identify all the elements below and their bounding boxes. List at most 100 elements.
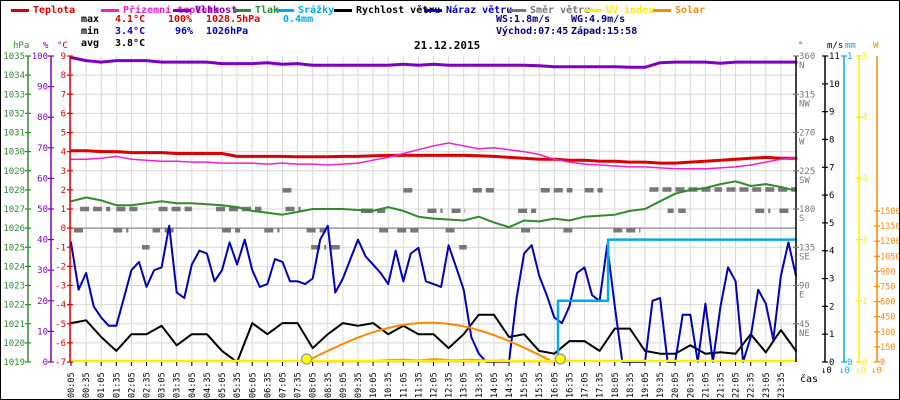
wind-axis-header: m/s <box>827 41 843 51</box>
uv-tick-label: 4 <box>862 113 867 123</box>
min-pressure: 1026hPa <box>206 26 249 37</box>
max-label: max <box>81 14 100 25</box>
wind-tick-label: 4 <box>829 247 834 257</box>
sunrise-stat: Východ:07:45 <box>496 26 569 37</box>
compass-label: NW <box>799 99 810 109</box>
direction-tick-label: 270 <box>799 129 815 139</box>
compass-label: NE <box>799 329 810 339</box>
sun-marker-icon <box>301 353 313 365</box>
temperature-tick-label: -7 <box>55 358 66 368</box>
x-axis-title: čas <box>800 373 818 385</box>
pressure-tick-label: 1021 <box>3 320 25 330</box>
x-tick-label: 13:35 <box>475 372 485 398</box>
temperature-tick-label: 3 <box>61 167 66 177</box>
pressure-axis-header: hPa <box>13 41 29 51</box>
rain-cumulative-line <box>556 238 798 364</box>
legend-item-2: Vlhkost <box>173 4 237 16</box>
wind-tick-label: 10 <box>829 80 840 90</box>
x-tick-label: 18:05 <box>611 372 621 398</box>
legend-dash-icon <box>584 8 602 12</box>
temperature-tick-label: 6 <box>61 109 66 119</box>
x-tick-label: 20:35 <box>686 372 696 398</box>
pressure-tick-label: 1031 <box>3 129 25 139</box>
x-tick-label: 05:05 <box>218 372 228 398</box>
pressure-tick-label: 1024 <box>3 262 25 272</box>
compass-label: E <box>799 291 804 301</box>
direction-tick-label: 315 <box>799 90 815 100</box>
x-tick-label: 15:35 <box>535 372 545 398</box>
temperature-tick-label: -3 <box>55 282 66 292</box>
legend-dash-icon <box>173 8 191 12</box>
x-tick-label: 12:35 <box>445 372 455 398</box>
x-tick-label: 08:05 <box>309 372 319 398</box>
legend-item-4: Srážky <box>276 4 334 16</box>
legend-label: Vlhkost <box>195 4 238 16</box>
legend-item-5: Rychlost větru <box>334 4 440 16</box>
pressure-tick-label: 1023 <box>3 282 25 292</box>
uv-tick-label: 1 <box>862 297 867 307</box>
wind-tick-label: 0 <box>829 358 834 368</box>
direction-tick-label: 45 <box>799 320 810 330</box>
x-tick-label: 02:05 <box>127 372 137 398</box>
uv-tick-label: 2 <box>862 236 867 246</box>
compass-label: N <box>799 61 804 71</box>
direction-tick-label: 180 <box>799 205 815 215</box>
wind-tick-label: 9 <box>829 108 834 118</box>
temperature-tick-label: -4 <box>55 301 66 311</box>
legend-item-7: Směr větru <box>508 4 590 16</box>
axis-zero-marker: ↓0 <box>839 366 850 376</box>
temperature-tick-label: 1 <box>61 205 66 215</box>
x-tick-label: 07:35 <box>294 372 304 398</box>
axis-zero-marker: ↓0 <box>871 366 882 376</box>
series-p-zemn-teplota <box>70 142 797 170</box>
max-pressure: 1028.5hPa <box>206 14 261 25</box>
series-teplota <box>69 149 798 165</box>
solar-tick-label: 150 <box>880 343 895 353</box>
solar-tick-label: 1500 <box>880 207 900 217</box>
chart-title: 21.12.2015 <box>414 39 481 52</box>
legend-item-0: Teplota <box>11 4 75 16</box>
compass-label: SW <box>799 176 810 186</box>
legend-dash-icon <box>508 8 526 12</box>
pressure-tick-label: 1020 <box>3 339 25 349</box>
legend-label: Srážky <box>298 4 335 16</box>
x-tick-label: 23:35 <box>777 372 787 398</box>
wind-tick-label: 1 <box>829 330 834 340</box>
x-tick-label: 19:35 <box>656 372 666 398</box>
humidity-tick-label: 20 <box>37 297 48 307</box>
x-tick-label: 08:35 <box>324 372 334 398</box>
solar-theoretical-curve <box>304 321 555 363</box>
x-tick-label: 11:35 <box>414 372 424 398</box>
direction-axis-header: ° <box>798 41 803 51</box>
compass-label: SE <box>799 252 810 262</box>
solar-tick-label: 1050 <box>880 252 900 262</box>
x-tick-label: 21:05 <box>701 372 711 398</box>
temperature-tick-label: -6 <box>55 339 66 349</box>
temperature-tick-label: 9 <box>61 52 66 62</box>
legend-dash-icon <box>233 8 251 12</box>
humidity-tick-label: 30 <box>37 266 48 276</box>
uv-tick-label: 3 <box>862 174 867 184</box>
legend-label: Rychlost větru <box>356 4 441 16</box>
x-tick-label: 01:05 <box>97 372 107 398</box>
pressure-tick-label: 1035 <box>3 52 25 62</box>
direction-tick-label: 135 <box>799 243 815 253</box>
humidity-tick-label: 10 <box>37 327 48 337</box>
rain-axis-header: mm <box>845 41 856 51</box>
pressure-tick-label: 1022 <box>3 301 25 311</box>
legend-dash-icon <box>334 8 352 12</box>
pressure-tick-label: 1030 <box>3 148 25 158</box>
avg-label: avg <box>81 38 100 49</box>
max-humidity: 100% <box>168 14 193 25</box>
min-label: min <box>81 26 100 37</box>
legend-label: Náraz větru <box>446 4 513 16</box>
temperature-tick-label: 8 <box>61 71 66 81</box>
legend-label: UV index <box>606 4 655 16</box>
wind-tick-label: 6 <box>829 191 834 201</box>
temperature-axis-header: °C <box>57 41 68 51</box>
series-tlak <box>70 180 797 229</box>
wind-tick-label: 5 <box>829 219 834 229</box>
x-tick-label: 00:05 <box>67 372 77 398</box>
legend-dash-icon <box>424 8 442 12</box>
